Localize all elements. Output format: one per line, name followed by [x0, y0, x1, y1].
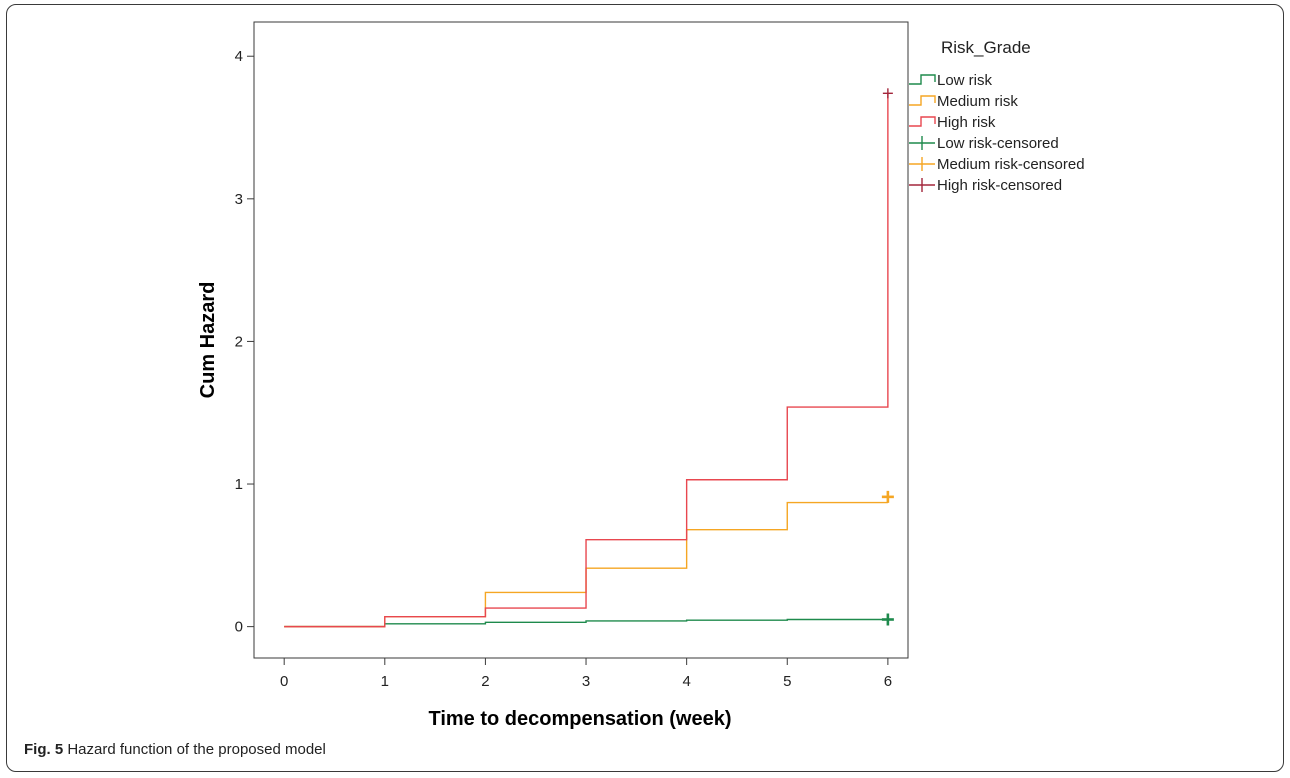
y-axis-label: Cum Hazard: [197, 282, 219, 399]
legend-swatch: [909, 95, 936, 106]
x-tick-label-5: 5: [783, 673, 791, 690]
series-line-high-risk: [284, 93, 889, 628]
legend-label: High risk: [937, 114, 996, 131]
legend-label: Low risk: [937, 72, 993, 89]
legend-label: Low risk-censored: [937, 135, 1059, 152]
legend-label: Medium risk: [937, 93, 1018, 110]
legend-item-high-risk: High risk: [909, 114, 996, 131]
legend-title: Risk_Grade: [941, 38, 1031, 57]
censor-marks: [881, 88, 894, 626]
censor-mark-low-risk-censored: [881, 613, 894, 626]
y-tick-label-3: 3: [235, 191, 243, 208]
censor-mark-medium-risk-censored: [881, 490, 894, 503]
legend-item-low-risk-censored: Low risk-censored: [909, 135, 1059, 152]
legend-label: High risk-censored: [937, 177, 1062, 194]
legend-item-low-risk: Low risk: [909, 72, 993, 89]
x-tick-label-0: 0: [280, 673, 288, 690]
y-tick-label-1: 1: [235, 476, 243, 493]
legend-label: Medium risk-censored: [937, 156, 1085, 173]
y-tick-label-4: 4: [235, 48, 243, 65]
legend-item-medium-risk-censored: Medium risk-censored: [909, 156, 1085, 173]
legend-item-high-risk-censored: High risk-censored: [909, 177, 1062, 194]
x-axis-label: Time to decompensation (week): [428, 708, 731, 730]
x-tick-label-6: 6: [884, 673, 892, 690]
x-tick-label-1: 1: [381, 673, 389, 690]
legend-swatch: [909, 116, 936, 127]
series-lines: [284, 93, 889, 628]
plot-area: [253, 21, 909, 659]
x-tick-label-3: 3: [582, 673, 590, 690]
x-tick-label-2: 2: [481, 673, 489, 690]
y-tick-label-0: 0: [235, 619, 243, 636]
x-tick-label-4: 4: [682, 673, 690, 690]
y-tick-label-2: 2: [235, 333, 243, 350]
legend-item-medium-risk: Medium risk: [909, 93, 1018, 110]
legend: Risk_Grade Low risk Medium risk High risk L…: [909, 38, 1085, 194]
figure-caption: Fig. 5 Hazard function of the proposed m…: [24, 741, 326, 758]
figure-frame: [6, 4, 1284, 772]
legend-swatch: [909, 74, 936, 85]
axes: 0 1 2 3 4 5 6 0 1 2 3 4: [235, 48, 892, 690]
caption-text: Hazard function of the proposed model: [67, 741, 326, 758]
censor-mark-high-risk-censored: [882, 88, 893, 99]
caption-label: Fig. 5: [24, 741, 64, 758]
